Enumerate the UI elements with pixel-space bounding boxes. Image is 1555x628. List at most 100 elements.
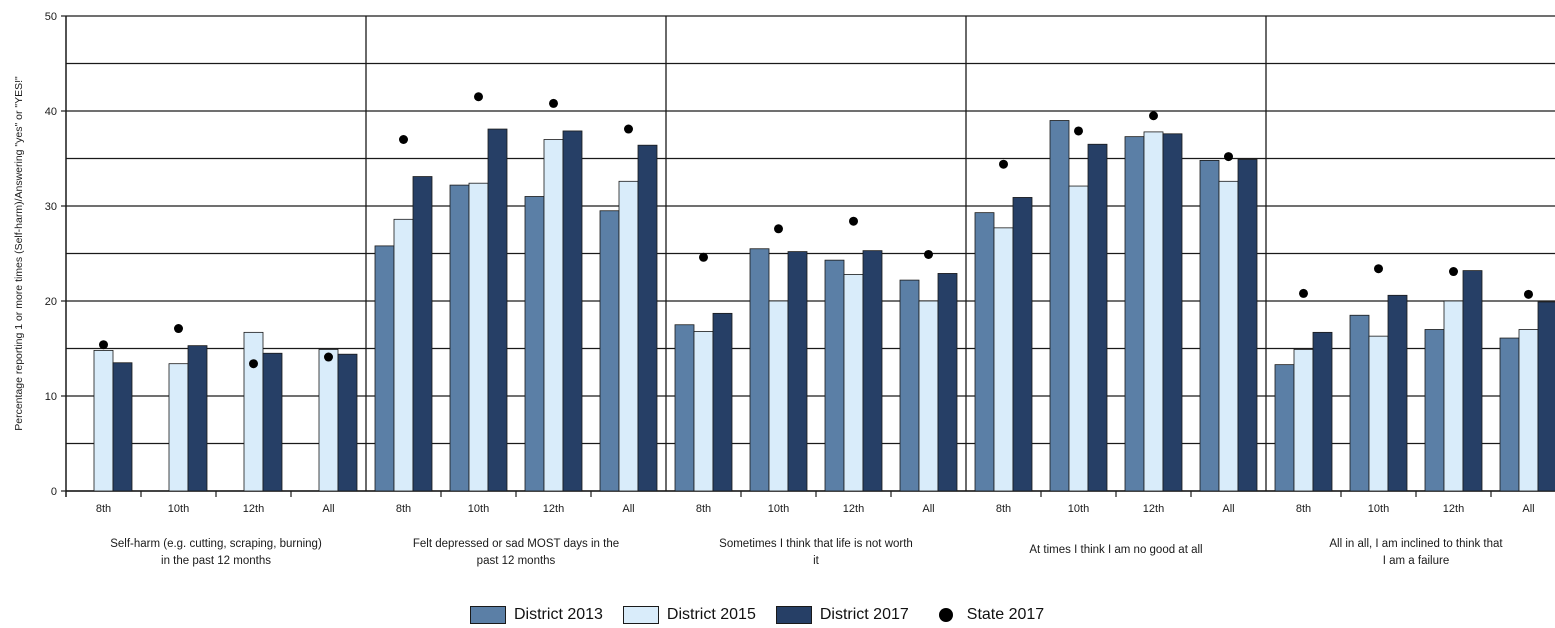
- bar: [1462, 270, 1483, 492]
- legend: District 2013 District 2015 District 201…: [470, 604, 1044, 626]
- bar: [862, 250, 883, 492]
- bar: [937, 273, 958, 492]
- bar: [337, 353, 358, 492]
- bar: [1368, 335, 1389, 492]
- dot-marker: [774, 224, 783, 234]
- bar: [637, 144, 658, 492]
- bar: [1312, 331, 1333, 492]
- bar: [768, 300, 789, 492]
- x-tick-label: All: [322, 503, 334, 515]
- bar: [1237, 159, 1258, 492]
- x-tick-label: 12th: [1143, 503, 1164, 515]
- bar: [712, 312, 733, 492]
- x-tick-label: All: [1222, 503, 1234, 515]
- y-tick-label: 40: [45, 106, 57, 118]
- bar: [1049, 120, 1070, 492]
- dot-marker: [474, 92, 483, 102]
- x-tick-label: 8th: [696, 503, 711, 515]
- bar: [1274, 364, 1295, 492]
- x-tick-label: 12th: [243, 503, 264, 515]
- bar: [543, 139, 564, 492]
- bar: [843, 273, 864, 492]
- dot-marker: [1149, 111, 1158, 121]
- bar: [1087, 143, 1108, 492]
- bar: [112, 362, 133, 492]
- group-label: At times I think I am no good at all: [1029, 544, 1202, 556]
- bar: [524, 196, 545, 492]
- bar: [412, 176, 433, 492]
- x-tick-label: 12th: [1443, 503, 1464, 515]
- legend-label: District 2013: [514, 606, 603, 623]
- group-label: in the past 12 months: [161, 555, 271, 567]
- legend-item-district-2013: District 2013: [470, 606, 603, 624]
- group-label: Felt depressed or sad MOST days in the: [413, 538, 619, 550]
- dot-marker: [1374, 264, 1383, 274]
- legend-swatch-district-2013: [470, 606, 506, 624]
- bar: [1068, 185, 1089, 492]
- y-tick-label: 50: [45, 11, 57, 23]
- x-tick-label: 8th: [396, 503, 411, 515]
- legend-item-state-2017: State 2017: [929, 606, 1044, 624]
- bar: [487, 128, 508, 492]
- bar: [1387, 294, 1408, 492]
- bar: [974, 212, 995, 492]
- bar: [1218, 180, 1239, 492]
- dot-marker: [849, 216, 858, 226]
- bar: [562, 130, 583, 492]
- dot-marker: [1449, 267, 1458, 277]
- y-tick-label: 20: [45, 296, 57, 308]
- bar: [1537, 301, 1555, 492]
- group-label: Sometimes I think that life is not worth: [719, 538, 913, 550]
- bar: [993, 227, 1014, 492]
- group-label: I am a failure: [1383, 555, 1449, 567]
- bar: [1518, 329, 1539, 492]
- x-tick-label: 10th: [1368, 503, 1389, 515]
- dot-marker: [624, 124, 633, 134]
- x-tick-label: 12th: [843, 503, 864, 515]
- dot-marker: [1224, 152, 1233, 162]
- dot-marker: [1299, 288, 1308, 298]
- bar: [449, 184, 470, 492]
- group-label: past 12 months: [477, 555, 556, 567]
- bar: [1012, 197, 1033, 492]
- group-label: All in all, I am inclined to think that: [1329, 538, 1503, 550]
- bar: [918, 300, 939, 492]
- bar: [243, 331, 264, 492]
- bar: [1499, 337, 1520, 492]
- bar: [1349, 314, 1370, 492]
- legend-dot-state-2017: [938, 608, 953, 622]
- bar: [824, 259, 845, 492]
- legend-label: District 2015: [666, 606, 756, 623]
- legend-swatch-district-2015: [622, 606, 659, 624]
- x-tick-label: 8th: [1296, 503, 1311, 515]
- group-label: it: [813, 555, 820, 567]
- x-tick-label: 10th: [768, 503, 789, 515]
- legend-item-district-2015: District 2015: [622, 606, 756, 624]
- bar: [1424, 329, 1445, 492]
- bar: [1293, 349, 1314, 492]
- dot-marker: [999, 159, 1008, 169]
- dot-marker: [924, 249, 933, 259]
- x-tick-label: 8th: [96, 503, 111, 515]
- bar: [468, 182, 489, 492]
- legend-swatch-district-2017: [775, 606, 812, 624]
- legend-label: State 2017: [966, 606, 1045, 623]
- dot-marker: [99, 340, 108, 350]
- bar: [374, 245, 395, 492]
- bar: [1199, 159, 1220, 492]
- dot-marker: [399, 135, 408, 144]
- bar: [168, 363, 189, 492]
- dot-marker: [1524, 289, 1533, 299]
- x-tick-label: 10th: [468, 503, 489, 515]
- bar: [787, 251, 808, 492]
- x-tick-label: 10th: [1068, 503, 1089, 515]
- dot-marker: [1074, 126, 1083, 136]
- x-tick-label: All: [1522, 503, 1534, 515]
- y-tick-label: 10: [45, 391, 57, 403]
- bar: [93, 349, 114, 492]
- bar: [318, 349, 339, 492]
- bar: [393, 218, 414, 492]
- y-tick-label: 30: [45, 201, 57, 213]
- dot-marker: [549, 98, 558, 108]
- bar: [187, 345, 208, 492]
